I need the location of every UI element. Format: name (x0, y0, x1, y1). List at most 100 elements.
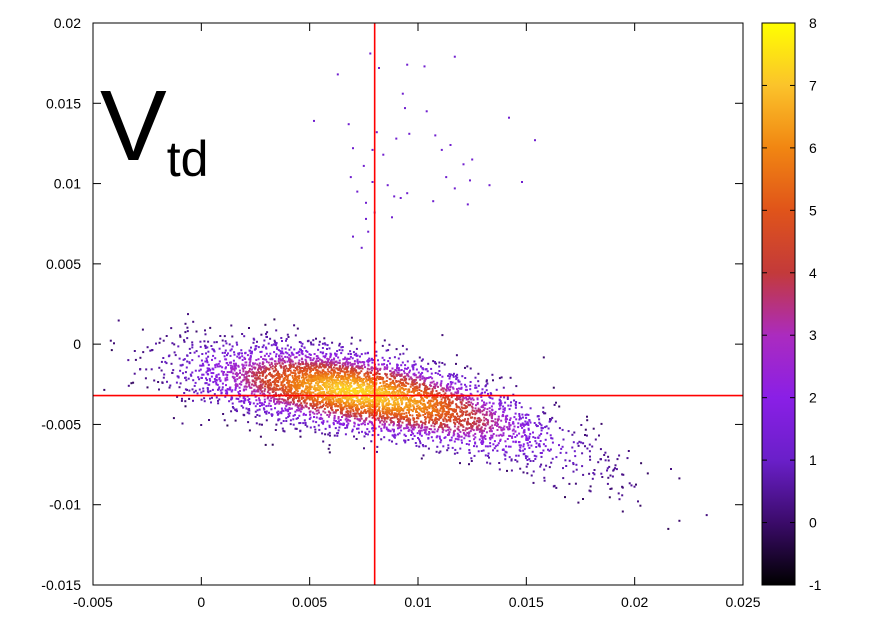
density-point (286, 352, 289, 355)
density-point (259, 435, 262, 438)
density-point (266, 386, 269, 389)
density-point (277, 375, 280, 378)
density-point (440, 380, 443, 383)
density-point (269, 387, 272, 390)
density-point (296, 368, 299, 371)
density-point (314, 361, 317, 363)
density-point (459, 423, 462, 426)
density-point (254, 345, 257, 348)
density-point (445, 388, 447, 391)
density-point (399, 409, 402, 412)
density-point (398, 385, 401, 388)
density-point (319, 402, 322, 405)
density-point (311, 359, 314, 362)
density-point (265, 358, 268, 361)
density-point (230, 368, 233, 371)
density-point (459, 398, 462, 401)
density-point (555, 486, 558, 489)
density-point (378, 410, 381, 412)
density-point (252, 362, 254, 365)
density-point (400, 400, 403, 403)
density-point (186, 326, 189, 329)
density-point (402, 409, 405, 412)
density-point (454, 429, 456, 432)
density-point (273, 375, 276, 378)
density-point (218, 347, 221, 350)
density-point (457, 391, 460, 394)
density-point (261, 423, 263, 426)
density-point (207, 383, 210, 386)
density-point (296, 327, 299, 330)
density-point (264, 371, 267, 374)
density-point (492, 420, 495, 423)
density-point (419, 433, 422, 436)
density-point (382, 382, 385, 385)
density-point (336, 377, 339, 380)
density-point (404, 377, 407, 380)
density-point (349, 361, 352, 364)
density-point (396, 424, 399, 427)
density-point (349, 372, 352, 375)
density-point (376, 370, 379, 373)
density-point (401, 415, 404, 418)
density-point (448, 401, 451, 404)
density-point (146, 386, 149, 389)
density-point (255, 372, 258, 375)
density-point (455, 392, 458, 395)
density-point (169, 384, 172, 387)
density-point (362, 422, 365, 425)
density-point (446, 425, 449, 428)
density-point (468, 451, 471, 454)
density-point (253, 384, 255, 387)
density-point (246, 381, 249, 384)
density-point (308, 387, 311, 390)
density-point (278, 354, 281, 357)
density-point (294, 392, 297, 395)
density-point (481, 440, 483, 443)
density-point (289, 366, 292, 368)
density-point (324, 375, 327, 378)
density-point (245, 407, 248, 410)
density-point (278, 361, 281, 364)
density-point (411, 390, 414, 393)
density-point (393, 372, 396, 374)
density-point (294, 367, 297, 369)
density-point (464, 418, 467, 421)
density-point (639, 504, 642, 507)
density-point (197, 376, 200, 379)
density-point (417, 401, 420, 404)
density-point (502, 405, 505, 408)
density-point (380, 419, 383, 422)
density-point (429, 415, 432, 418)
density-point (229, 364, 232, 367)
density-point (297, 400, 300, 403)
density-point (418, 415, 421, 418)
density-point (161, 381, 164, 384)
density-point (249, 352, 252, 355)
density-point (393, 406, 396, 409)
density-point (392, 387, 395, 390)
density-point (471, 406, 474, 409)
density-point (389, 403, 392, 406)
density-point (343, 371, 346, 374)
density-point (555, 401, 557, 404)
density-point (301, 361, 304, 364)
density-point (281, 381, 284, 384)
density-point (293, 324, 296, 327)
density-point (501, 414, 504, 417)
density-point (604, 451, 607, 454)
density-point (543, 476, 546, 479)
density-point (366, 375, 369, 378)
density-point (322, 379, 324, 382)
density-point (379, 421, 382, 424)
density-point (187, 313, 189, 316)
density-point (430, 428, 433, 431)
density-point (329, 354, 332, 357)
density-point (577, 501, 580, 504)
density-point (589, 485, 592, 488)
density-point (439, 423, 442, 426)
density-point (369, 408, 372, 411)
density-point (489, 396, 492, 399)
density-point (364, 410, 367, 413)
density-point (464, 388, 467, 391)
